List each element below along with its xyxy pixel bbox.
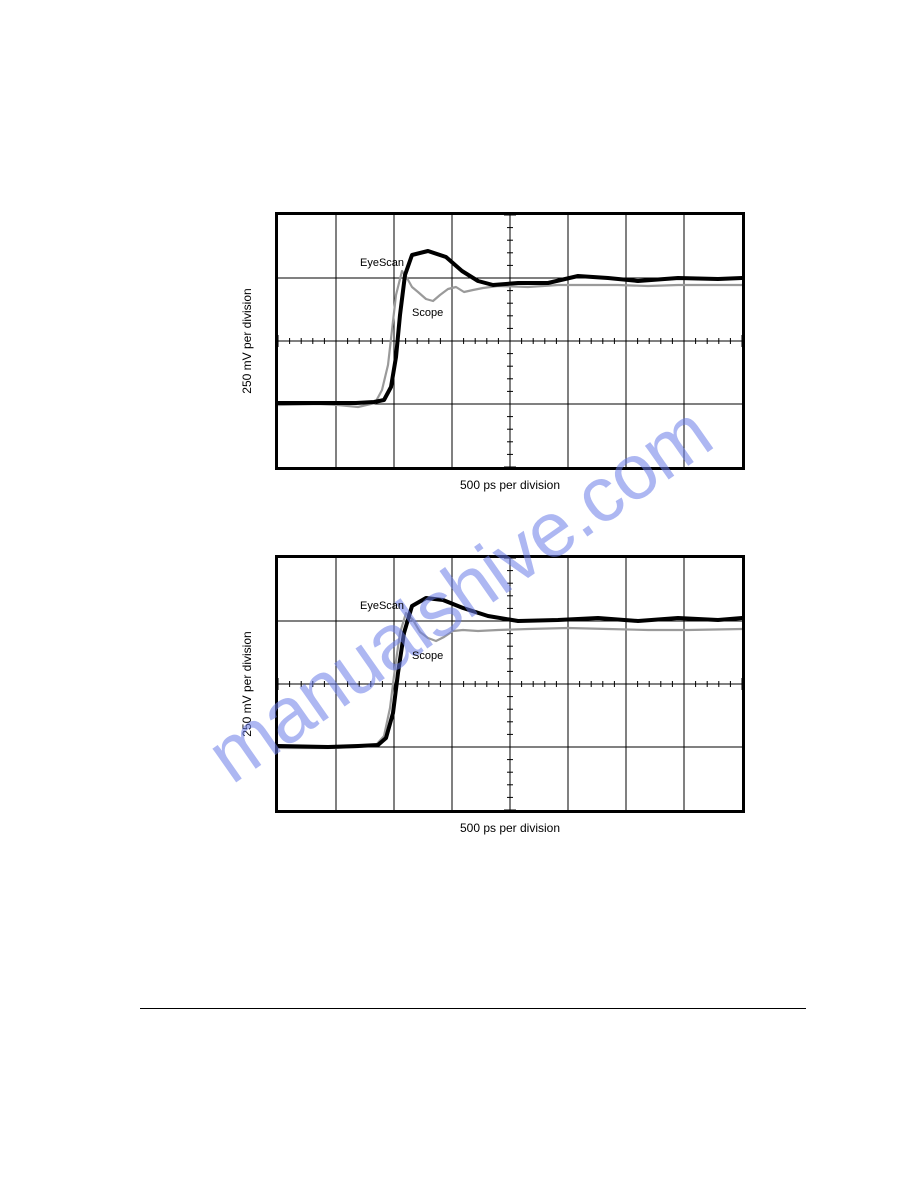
chart-1-y-label: 250 mV per division	[240, 288, 254, 393]
chart-2-wrapper: 250 mV per division EyeScan Scope 500 ps…	[275, 555, 745, 813]
page-container: manualshive.com 250 mV per division EyeS…	[0, 0, 918, 1188]
chart-1-x-label: 500 ps per division	[460, 478, 560, 492]
chart-1-box: EyeScan Scope	[275, 212, 745, 470]
chart-2-scope-label: Scope	[412, 650, 443, 662]
chart-2-box: EyeScan Scope	[275, 555, 745, 813]
chart-1-svg	[278, 215, 742, 467]
chart-2-svg	[278, 558, 742, 810]
chart-1-scope-label: Scope	[412, 307, 443, 319]
chart-2-x-label: 500 ps per division	[460, 821, 560, 835]
chart-2-eyescan-label: EyeScan	[360, 600, 404, 612]
chart-1-eyescan-label: EyeScan	[360, 257, 404, 269]
chart-2-y-label: 250 mV per division	[240, 631, 254, 736]
chart-1-wrapper: 250 mV per division EyeScan Scope 500 ps…	[275, 212, 745, 470]
bottom-rule	[140, 1008, 806, 1009]
